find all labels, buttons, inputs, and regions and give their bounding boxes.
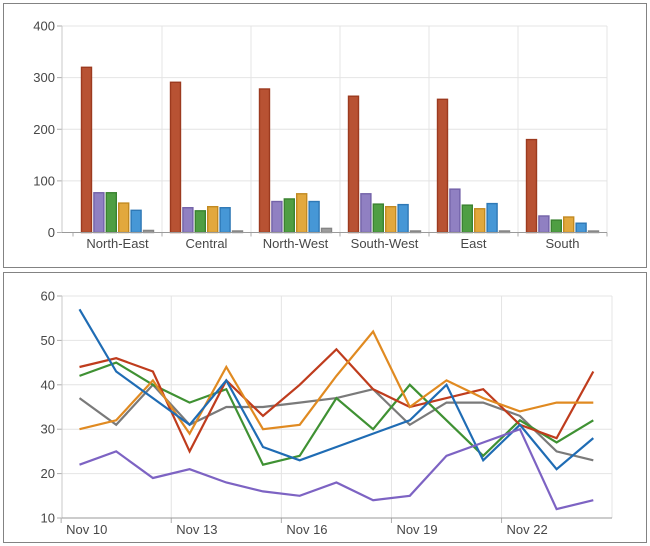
bar-blue-North-West[interactable] [308,200,320,234]
bar-red-North-West[interactable] [258,88,271,234]
bar-purple-North-East[interactable] [93,192,105,234]
y-axis-tick-label: 0 [48,225,55,240]
bar-green-East[interactable] [461,204,473,234]
bar-red-Central[interactable] [169,81,182,234]
bar-green-North-East[interactable] [105,192,118,234]
y-axis-tick-label: 40 [41,377,55,392]
x-axis-tick-label: Nov 22 [507,522,548,537]
x-axis-category-label: South [546,236,580,251]
bar-red-North-East[interactable] [80,66,93,234]
x-axis-category-label: South-West [351,236,419,251]
x-axis-tick-label: Nov 16 [286,522,327,537]
bar-purple-South[interactable] [538,215,550,234]
line-series-orange[interactable] [79,329,594,436]
bar-green-South[interactable] [550,219,562,234]
line-series-purple[interactable] [79,427,594,511]
x-axis-category-label: Central [186,236,228,251]
y-axis-tick-label: 200 [33,122,55,137]
y-axis-tick-label: 10 [41,511,55,526]
bar-gray-North-West[interactable] [320,227,333,234]
bar-blue-East[interactable] [486,202,498,234]
bar-red-East[interactable] [436,98,449,234]
y-axis-tick-label: 30 [41,422,55,437]
bar-orange-East[interactable] [474,208,486,234]
x-axis-category-label: East [460,236,486,251]
bar-orange-South[interactable] [563,216,575,234]
bar-chart-canvas: 0 100 200 300 400 North-East Central North-West… [33,19,608,251]
bar-chart-panel: 0 100 200 300 400 North-East Central North-West… [3,3,647,268]
bar-green-North-West[interactable] [283,198,295,234]
bar-green-Central[interactable] [194,210,207,234]
bar-orange-North-East[interactable] [117,202,130,234]
bar-green-South-West[interactable] [372,203,384,234]
y-axis-tick-label: 400 [33,19,55,34]
bar-purple-Central[interactable] [182,207,194,234]
x-axis-tick-label: Nov 13 [176,522,217,537]
line-series-blue[interactable] [78,308,595,471]
x-axis-category-label: North-West [263,236,329,251]
line-series-green[interactable] [79,361,594,466]
x-axis-tick-label: Nov 19 [396,522,437,537]
bar-orange-South-West[interactable] [385,205,397,234]
bar-purple-North-West[interactable] [271,200,283,234]
bar-purple-South-West[interactable] [360,193,372,234]
bar-blue-South[interactable] [575,222,587,234]
bar-red-South[interactable] [525,138,538,234]
bar-blue-South-West[interactable] [397,203,409,234]
y-axis-tick-label: 60 [41,289,55,304]
bar-orange-North-West[interactable] [296,193,308,234]
bar-red-South-West[interactable] [347,95,360,234]
x-axis-tick-label: Nov 10 [66,522,107,537]
line-chart-panel: 10 20 30 40 50 60 Nov 10 Nov 13 Nov 16 Nov 19 Nov … [3,272,647,543]
bar-blue-North-East[interactable] [130,209,142,234]
x-axis-category-label: North-East [86,236,149,251]
bar-orange-Central[interactable] [206,205,219,234]
y-axis-tick-label: 100 [33,173,55,188]
y-axis-tick-label: 300 [33,70,55,85]
bar-purple-East[interactable] [449,188,461,234]
y-axis-tick-label: 20 [41,466,55,481]
y-axis-tick-label: 50 [41,333,55,348]
line-chart-canvas: 10 20 30 40 50 60 Nov 10 Nov 13 Nov 16 Nov 19 Nov … [41,289,613,537]
bar-blue-Central[interactable] [219,207,231,234]
